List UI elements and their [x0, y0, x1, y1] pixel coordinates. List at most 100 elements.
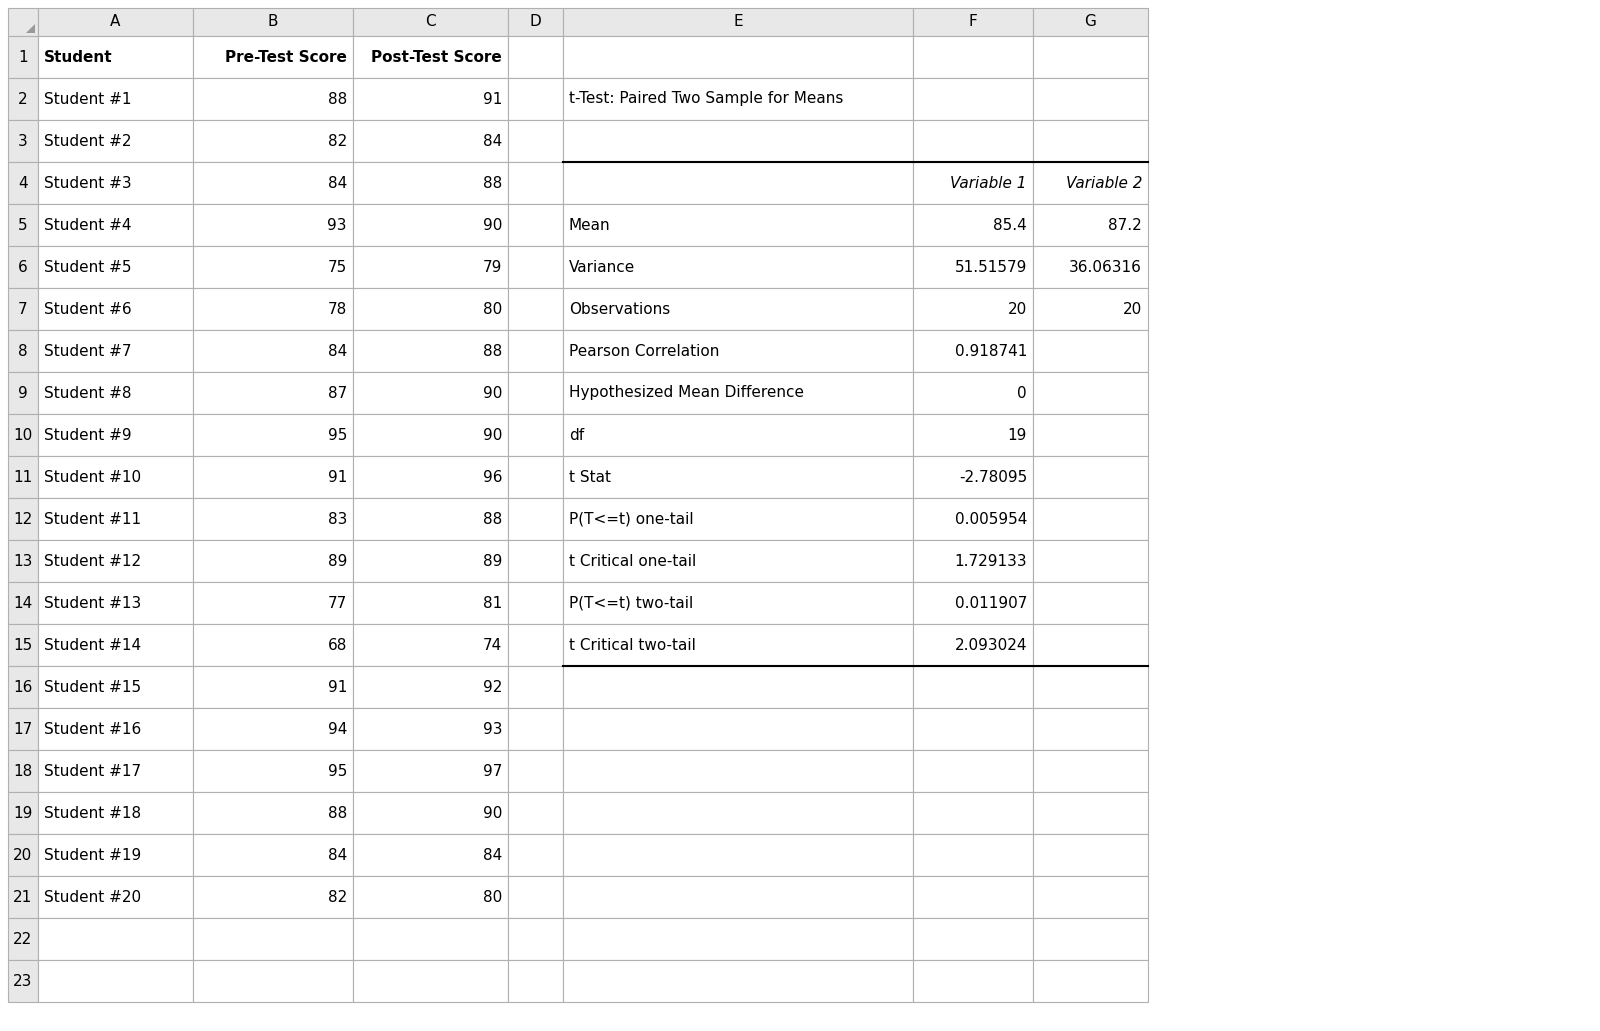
- Bar: [914, 498, 1034, 540]
- Bar: [354, 414, 509, 456]
- Text: 83: 83: [328, 511, 347, 527]
- Bar: [38, 540, 194, 583]
- Text: 75: 75: [328, 260, 347, 274]
- Text: 79: 79: [483, 260, 502, 274]
- Bar: [509, 456, 563, 498]
- Bar: [194, 918, 354, 960]
- Bar: [914, 246, 1034, 288]
- Bar: [563, 204, 914, 246]
- Text: 19: 19: [13, 805, 32, 821]
- Bar: [563, 960, 914, 1002]
- Bar: [563, 78, 914, 120]
- Bar: [509, 750, 563, 792]
- Bar: [194, 834, 354, 876]
- Bar: [194, 414, 354, 456]
- Bar: [563, 162, 914, 204]
- Text: 82: 82: [328, 890, 347, 904]
- Bar: [914, 792, 1034, 834]
- Text: 14: 14: [13, 596, 32, 610]
- Text: 0.005954: 0.005954: [955, 511, 1027, 527]
- Text: 22: 22: [13, 931, 32, 946]
- Text: t Stat: t Stat: [570, 469, 611, 485]
- Text: 68: 68: [328, 637, 347, 653]
- Bar: [914, 750, 1034, 792]
- Text: 88: 88: [483, 175, 502, 191]
- Text: Student #7: Student #7: [45, 343, 131, 359]
- Bar: [914, 36, 1034, 78]
- Bar: [38, 78, 194, 120]
- Bar: [509, 876, 563, 918]
- Bar: [194, 288, 354, 330]
- Bar: [8, 792, 38, 834]
- Text: 3: 3: [18, 133, 27, 148]
- Bar: [509, 666, 563, 708]
- Text: 92: 92: [483, 679, 502, 695]
- Text: 1: 1: [18, 49, 27, 65]
- Text: 36.06316: 36.06316: [1069, 260, 1142, 274]
- Bar: [354, 876, 509, 918]
- Text: 82: 82: [328, 133, 347, 148]
- Bar: [354, 918, 509, 960]
- Bar: [8, 666, 38, 708]
- Bar: [509, 918, 563, 960]
- Bar: [914, 414, 1034, 456]
- Bar: [1034, 792, 1149, 834]
- Text: 91: 91: [328, 679, 347, 695]
- Bar: [8, 78, 38, 120]
- Text: 88: 88: [483, 343, 502, 359]
- Bar: [8, 330, 38, 372]
- Text: Student #1: Student #1: [45, 92, 131, 106]
- Text: Student #3: Student #3: [45, 175, 131, 191]
- Bar: [563, 708, 914, 750]
- Bar: [8, 288, 38, 330]
- Text: 15: 15: [13, 637, 32, 653]
- Bar: [563, 8, 914, 36]
- Text: 84: 84: [328, 343, 347, 359]
- Bar: [509, 792, 563, 834]
- Text: 91: 91: [328, 469, 347, 485]
- Bar: [1034, 918, 1149, 960]
- Bar: [914, 162, 1034, 204]
- Bar: [563, 456, 914, 498]
- Bar: [1034, 960, 1149, 1002]
- Bar: [354, 78, 509, 120]
- Text: 84: 84: [328, 175, 347, 191]
- Bar: [509, 583, 563, 624]
- Text: F: F: [968, 14, 978, 30]
- Text: 2.093024: 2.093024: [955, 637, 1027, 653]
- Bar: [354, 792, 509, 834]
- Text: 2: 2: [18, 92, 27, 106]
- Bar: [1034, 876, 1149, 918]
- Bar: [194, 246, 354, 288]
- Text: Hypothesized Mean Difference: Hypothesized Mean Difference: [570, 386, 805, 400]
- Bar: [8, 876, 38, 918]
- Text: 90: 90: [483, 805, 502, 821]
- Text: 16: 16: [13, 679, 32, 695]
- Text: -2.78095: -2.78095: [958, 469, 1027, 485]
- Text: Student #12: Student #12: [45, 554, 141, 568]
- Text: 84: 84: [483, 133, 502, 148]
- Text: 87.2: 87.2: [1109, 218, 1142, 233]
- Bar: [8, 708, 38, 750]
- Bar: [8, 960, 38, 1002]
- Text: t Critical one-tail: t Critical one-tail: [570, 554, 696, 568]
- Bar: [509, 288, 563, 330]
- Text: 97: 97: [483, 764, 502, 778]
- Bar: [563, 750, 914, 792]
- Bar: [1034, 456, 1149, 498]
- Bar: [8, 624, 38, 666]
- Bar: [914, 666, 1034, 708]
- Text: Student #15: Student #15: [45, 679, 141, 695]
- Bar: [8, 246, 38, 288]
- Text: 23: 23: [13, 973, 32, 989]
- Text: 80: 80: [483, 301, 502, 317]
- Bar: [8, 456, 38, 498]
- Bar: [354, 36, 509, 78]
- Bar: [1034, 330, 1149, 372]
- Text: P(T<=t) two-tail: P(T<=t) two-tail: [570, 596, 693, 610]
- Text: 89: 89: [483, 554, 502, 568]
- Bar: [509, 960, 563, 1002]
- Bar: [38, 8, 194, 36]
- Bar: [1034, 162, 1149, 204]
- Bar: [38, 288, 194, 330]
